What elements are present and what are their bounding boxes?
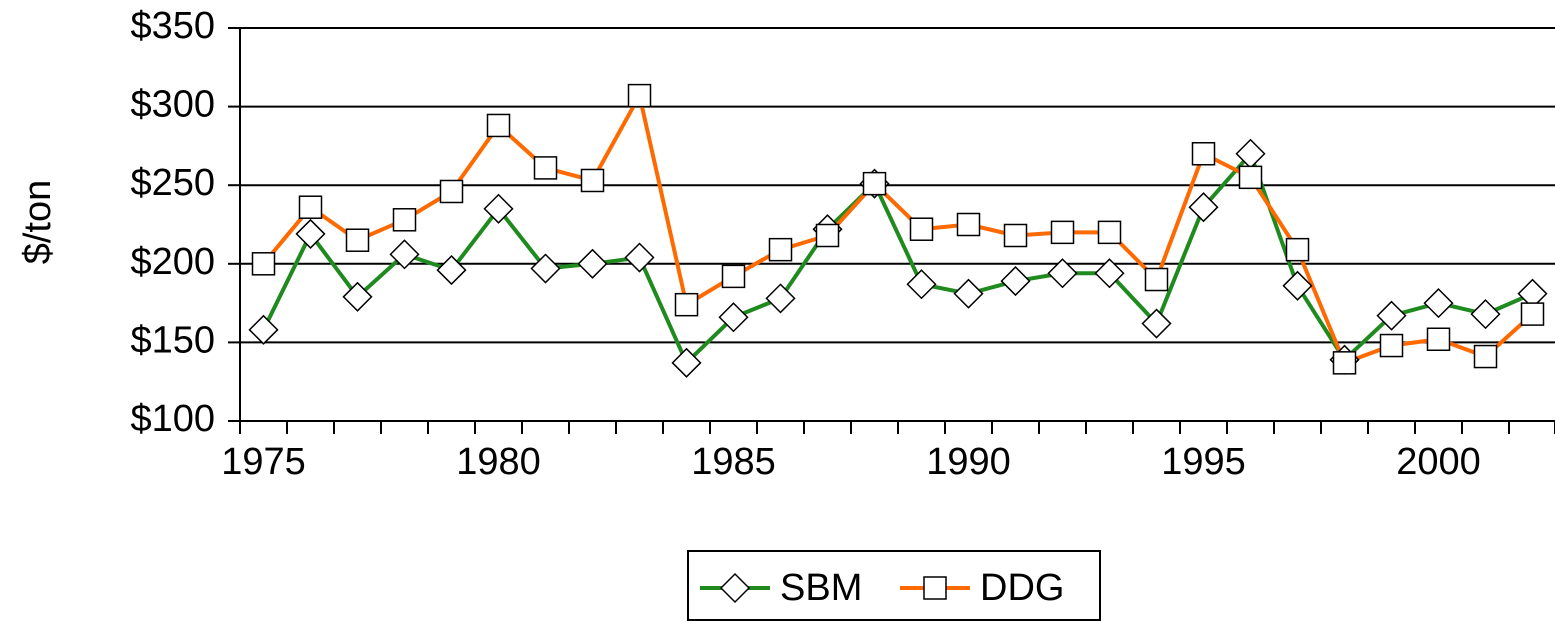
y-tick-label: $300 [130, 84, 215, 126]
marker [1238, 165, 1263, 190]
legend-label: DDG [980, 567, 1064, 609]
marker [1423, 288, 1454, 319]
marker [439, 179, 464, 204]
marker [956, 212, 981, 237]
marker [671, 347, 702, 378]
y-tick-label: $100 [130, 398, 215, 440]
series-line [261, 93, 1534, 365]
marker [1473, 344, 1498, 369]
marker [1047, 258, 1078, 289]
marker [1188, 192, 1219, 223]
marker [1376, 300, 1407, 331]
marker [1520, 302, 1545, 326]
marker [345, 228, 370, 252]
marker [1332, 351, 1357, 375]
x-tick-label: 1995 [1161, 441, 1246, 483]
x-tick-label: 2000 [1396, 441, 1481, 483]
marker [1426, 327, 1451, 352]
marker [1470, 299, 1501, 330]
marker [718, 302, 749, 333]
marker [768, 237, 793, 262]
marker [251, 252, 276, 276]
y-axis-label: $/ton [17, 180, 59, 265]
x-tick-label: 1985 [691, 441, 776, 483]
marker [1141, 308, 1172, 339]
marker [862, 171, 887, 196]
y-tick-label: $150 [130, 319, 215, 361]
marker [909, 217, 934, 241]
marker [1282, 270, 1313, 301]
marker [533, 156, 558, 180]
marker [577, 248, 608, 279]
marker [580, 168, 605, 193]
marker [1191, 142, 1216, 166]
legend-label: SBM [780, 567, 862, 609]
marker [765, 283, 796, 314]
marker [721, 264, 746, 289]
marker [953, 278, 984, 309]
marker [1097, 220, 1122, 245]
y-tick-label: $200 [130, 241, 215, 283]
marker [486, 113, 511, 138]
marker [815, 223, 840, 248]
y-tick-label: $350 [130, 5, 215, 47]
marker [1094, 258, 1125, 289]
x-tick-label: 1990 [926, 441, 1011, 483]
marker [436, 255, 467, 286]
marker [298, 195, 323, 219]
marker [530, 253, 561, 284]
marker [483, 193, 514, 224]
marker [392, 208, 417, 232]
x-tick-label: 1980 [456, 441, 541, 483]
marker [1050, 220, 1075, 245]
y-tick-label: $250 [130, 162, 215, 204]
x-tick-label: 1975 [221, 441, 306, 483]
marker [1144, 267, 1169, 292]
marker [248, 314, 279, 345]
legend-marker [719, 572, 751, 604]
marker [627, 83, 652, 108]
marker [906, 269, 937, 300]
marker [1000, 266, 1031, 297]
legend-box [687, 550, 1101, 621]
marker [295, 218, 326, 249]
marker [674, 292, 699, 317]
marker [1285, 237, 1310, 262]
series-line [261, 151, 1534, 365]
legend-marker [923, 576, 947, 600]
marker [1379, 333, 1404, 358]
marker [389, 239, 420, 270]
marker [342, 281, 373, 312]
marker [624, 242, 655, 273]
marker [1003, 223, 1028, 248]
